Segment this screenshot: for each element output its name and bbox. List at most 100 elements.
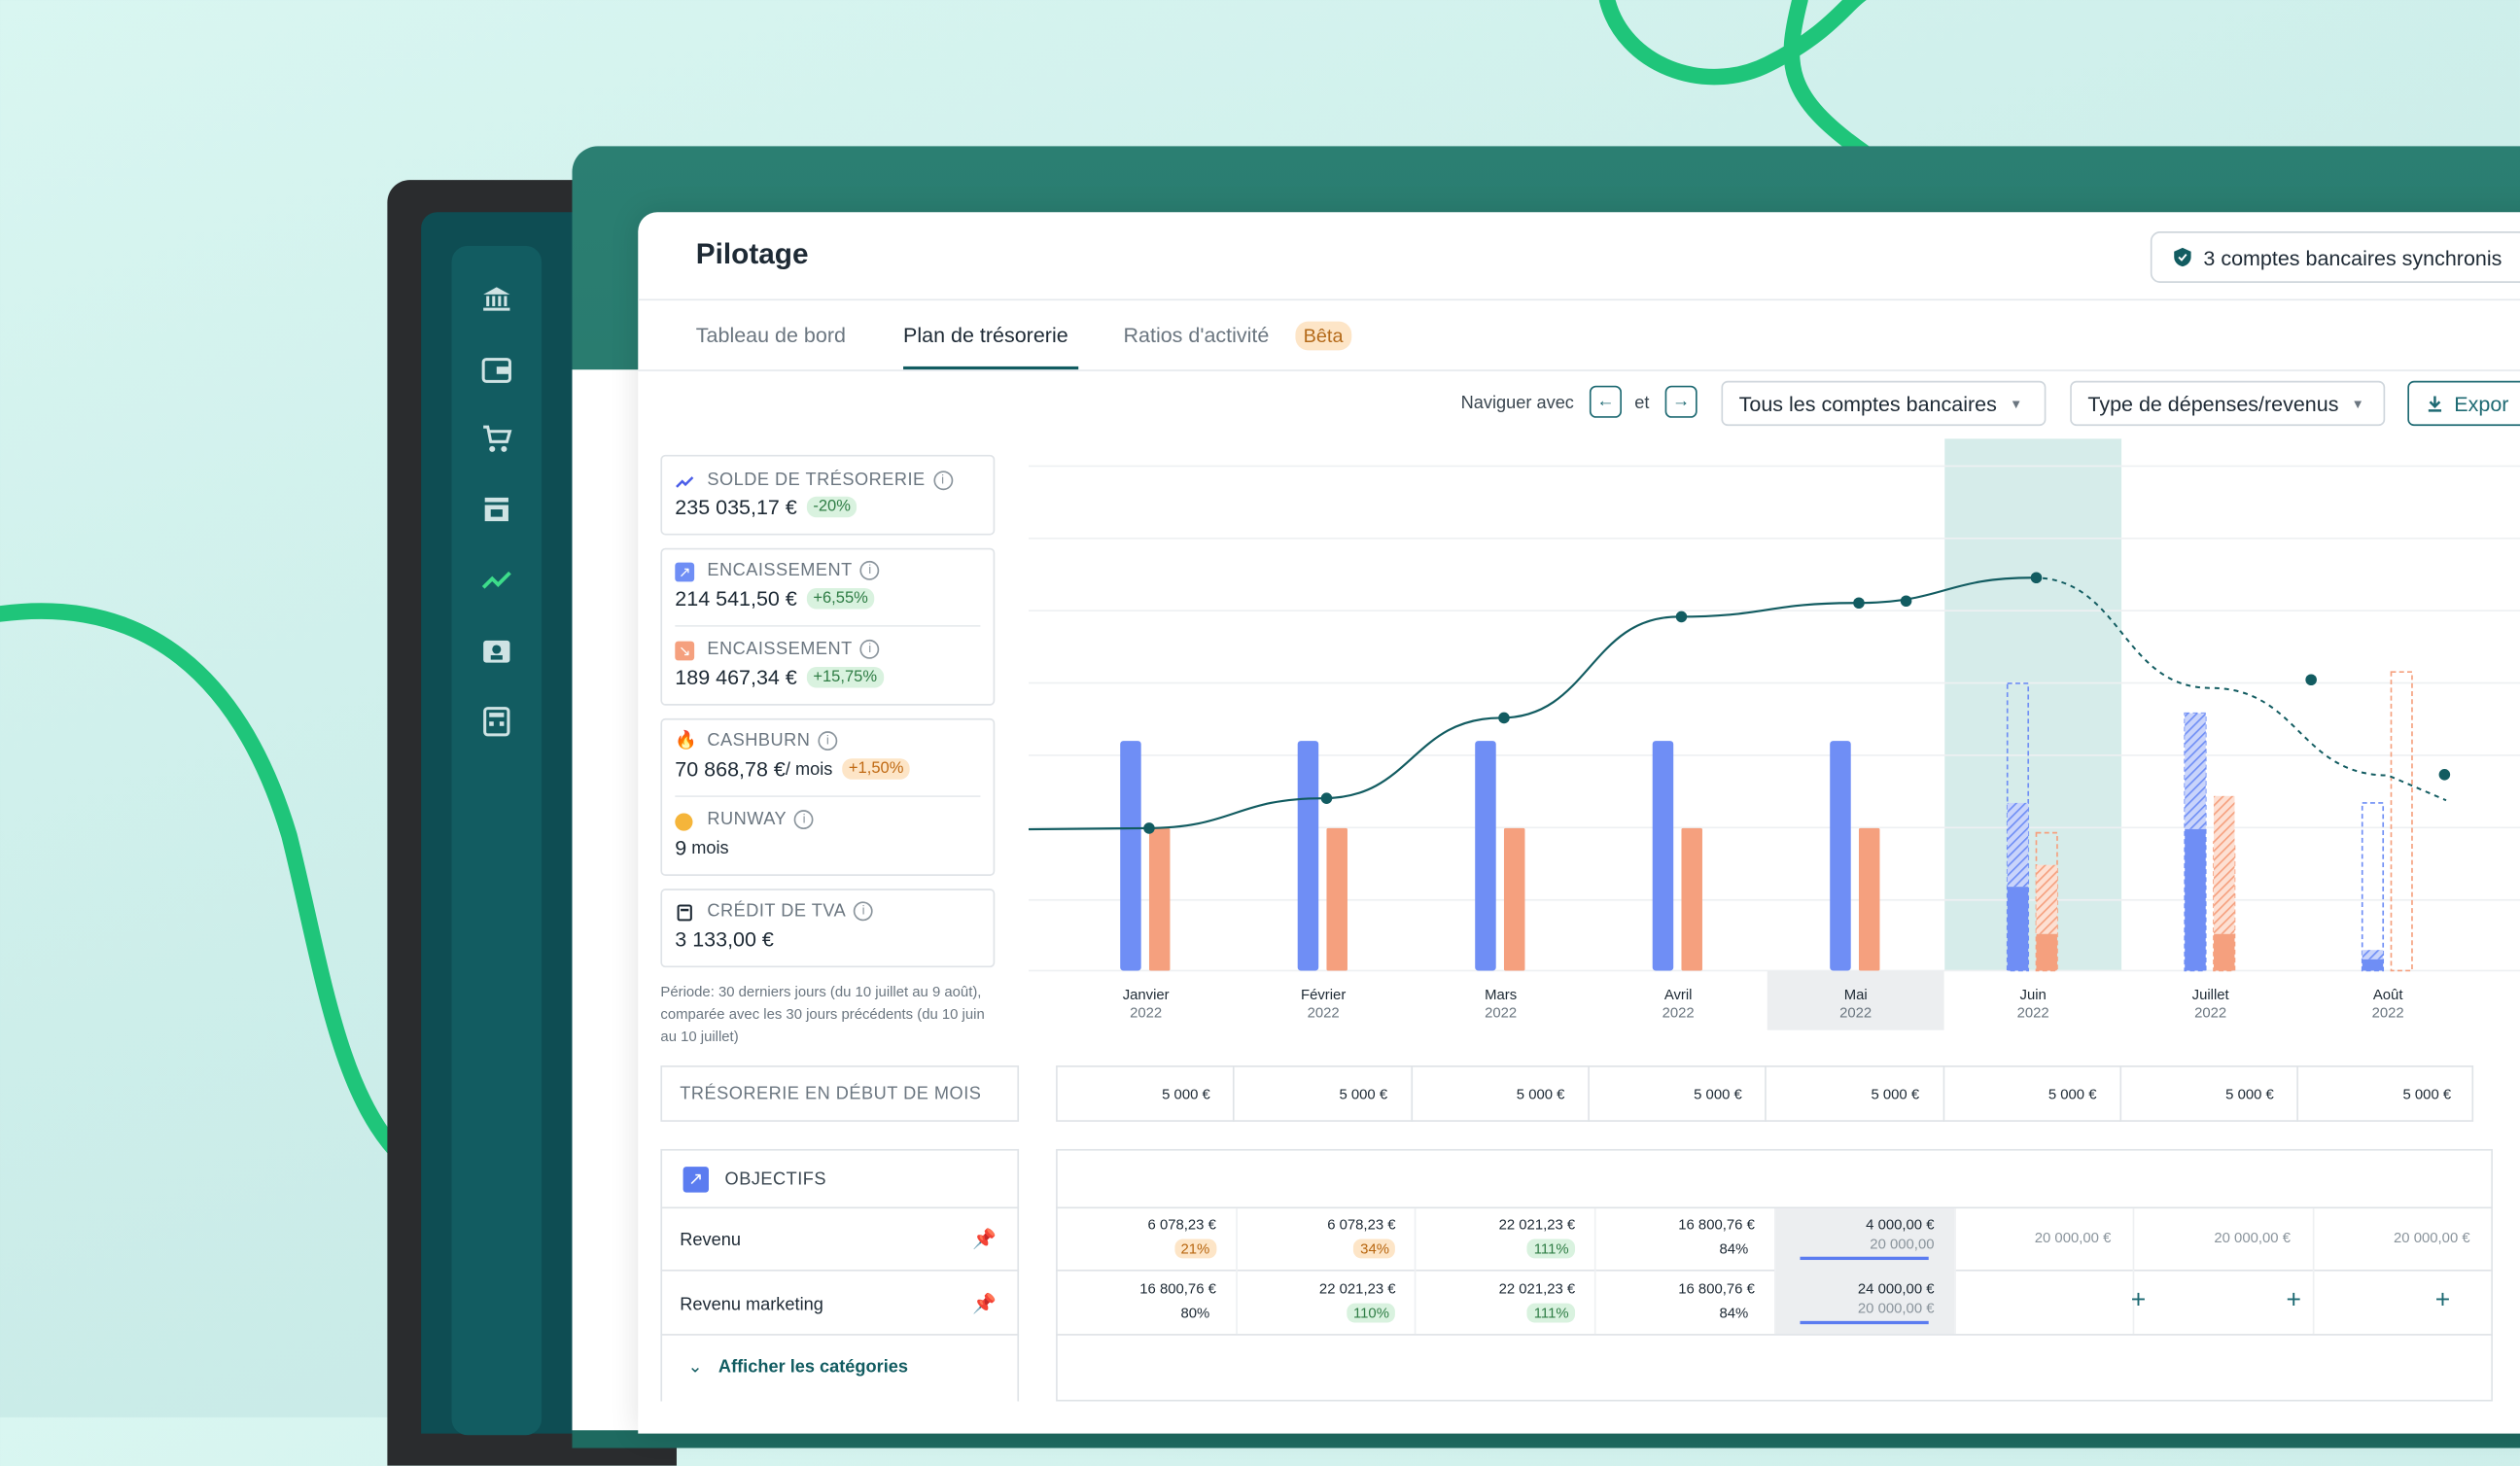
x-tick-year: 2022 — [2194, 1005, 2226, 1021]
bar-orange — [1858, 827, 1880, 971]
trend-icon[interactable] — [479, 563, 514, 598]
wallet-icon[interactable] — [479, 352, 514, 387]
x-tick-year: 2022 — [1308, 1005, 1340, 1021]
info-icon[interactable]: i — [932, 471, 953, 491]
add-objectif-button[interactable]: + — [2130, 1287, 2147, 1315]
objectif-value: 24 000,00 € — [1857, 1280, 1935, 1298]
cell-divider — [1942, 1065, 1944, 1122]
series-line — [1028, 576, 2034, 831]
info-icon[interactable]: i — [818, 731, 838, 750]
tresorerie-cell: 5 000 € — [2225, 1086, 2274, 1103]
x-tick-year: 2022 — [1839, 1005, 1872, 1021]
current-month-highlight — [1774, 1208, 1955, 1335]
objectif-value: 4 000,00 € — [1866, 1216, 1935, 1233]
bar-blue — [1120, 741, 1141, 971]
store-icon[interactable] — [479, 492, 514, 527]
bar-orange-hatched — [2213, 795, 2235, 934]
bar-orange — [2036, 933, 2057, 971]
export-button[interactable]: Expor — [2407, 380, 2520, 427]
tresorerie-label: TRÉSORERIE EN DÉBUT DE MOIS — [680, 1084, 982, 1104]
trend-up-icon — [676, 476, 694, 488]
kpi-cashburn-delta: +1,50% — [842, 758, 911, 780]
objectif-value: 22 021,23 € — [1498, 1280, 1576, 1298]
kpi-runway-label: RUNWAY — [707, 810, 788, 829]
kpi-runway-value: 9 — [675, 835, 687, 860]
cell-divider — [1765, 1065, 1768, 1122]
arrow-up-right-icon: ↗ — [675, 562, 695, 582]
objectifs-title: OBJECTIFS — [724, 1169, 827, 1190]
line-point — [1498, 712, 1510, 724]
active-tab-indicator — [903, 366, 1079, 370]
contact-folder-icon[interactable] — [479, 633, 514, 668]
row-divider — [1056, 1206, 2493, 1209]
info-icon[interactable]: i — [860, 639, 880, 659]
accounts-dropdown-label: Tous les comptes bancaires — [1738, 391, 1997, 416]
pin-icon[interactable]: 📌 — [972, 1227, 997, 1251]
kpi-separator — [675, 795, 981, 797]
show-categories-link[interactable]: Afficher les catégories — [718, 1357, 909, 1378]
kpi-cashburn-value: 70 868,78 € — [675, 756, 786, 782]
cashflow-chart: Janvier 2022 Février 2022 Mars 2022 Avril 2022 M… — [1028, 438, 2520, 1030]
cell-divider — [2312, 1208, 2315, 1335]
type-dropdown[interactable]: Type de dépenses/revenus ▼ — [2070, 380, 2386, 427]
bar-orange — [1681, 827, 1702, 971]
tresorerie-cell: 5 000 € — [1694, 1086, 1742, 1103]
bar-blue — [1297, 741, 1319, 971]
x-tick-label: Mars — [1485, 988, 1517, 1003]
x-tick-label: Avril — [1664, 988, 1693, 1003]
objectif-value: 6 078,23 € — [1147, 1216, 1216, 1233]
calculator-icon — [677, 904, 692, 922]
period-note: Période: 30 derniers jours (du 10 juille… — [660, 983, 985, 1045]
line-point — [1853, 597, 1865, 610]
x-tick-label: Janvier — [1123, 988, 1170, 1003]
kpi-solde-delta: -20% — [806, 496, 858, 518]
window-edge — [572, 369, 640, 1431]
objectif-value: 16 800,76 € — [1139, 1280, 1216, 1298]
add-objectif-button[interactable]: + — [2434, 1287, 2451, 1315]
line-point — [2030, 572, 2043, 584]
clock-icon — [675, 813, 693, 831]
bar-blue — [1830, 741, 1851, 971]
tab-ratios-activite[interactable]: Ratios d'activité — [1123, 323, 1270, 348]
tresorerie-cell: 5 000 € — [1871, 1086, 1920, 1103]
calculator-icon[interactable] — [479, 704, 514, 739]
kpi-tva-label: CRÉDIT DE TVA — [707, 901, 847, 922]
pin-icon[interactable]: 📌 — [972, 1292, 997, 1315]
accounts-dropdown[interactable]: Tous les comptes bancaires ▼ — [1721, 380, 2047, 427]
row-divider — [1056, 1334, 2493, 1336]
objectif-percent: 111% — [1527, 1303, 1576, 1323]
x-tick-year: 2022 — [1485, 1005, 1517, 1021]
info-icon[interactable]: i — [854, 901, 874, 922]
line-point — [1900, 595, 1912, 608]
line-point — [1143, 822, 1155, 834]
kpi-enc2-delta: +15,75% — [806, 667, 884, 688]
add-objectif-button[interactable]: + — [2286, 1287, 2302, 1315]
kpi-enc1-delta: +6,55% — [806, 588, 875, 610]
sync-accounts-button[interactable]: 3 comptes bancaires synchronis — [2150, 231, 2520, 283]
cell-divider — [1415, 1208, 1418, 1335]
info-icon[interactable]: i — [860, 560, 880, 580]
kpi-cashburn-unit: / mois — [785, 759, 833, 779]
objectif-percent: 111% — [1527, 1239, 1576, 1259]
cell-divider — [1773, 1208, 1776, 1335]
beta-badge: Bêta — [1295, 321, 1351, 351]
objectif-percent: 110% — [1347, 1303, 1396, 1323]
tab-tableau-de-bord[interactable]: Tableau de bord — [695, 323, 846, 348]
kpi-enc1-value: 214 541,50 € — [675, 586, 797, 611]
right-arrow-key[interactable]: → — [1664, 385, 1698, 418]
kpi-solde-label: SOLDE DE TRÉSORERIE — [707, 471, 926, 491]
bar-blue — [2185, 828, 2206, 971]
bar-blue — [2362, 959, 2384, 971]
x-tick-year: 2022 — [1662, 1005, 1695, 1021]
tab-plan-de-tresorerie[interactable]: Plan de trésorerie — [903, 323, 1068, 348]
left-arrow-key[interactable]: ← — [1589, 385, 1622, 418]
cell-divider — [1594, 1208, 1596, 1335]
bank-icon[interactable] — [479, 281, 514, 316]
objectif-value: 16 800,76 € — [1678, 1216, 1755, 1233]
bar-blue-hatched — [2007, 802, 2029, 888]
objectif-value: 22 021,23 € — [1498, 1216, 1576, 1233]
cart-icon[interactable] — [479, 421, 514, 456]
info-icon[interactable]: i — [794, 810, 815, 829]
flame-icon: 🔥 — [675, 731, 697, 750]
current-month-label-bg — [1767, 970, 1944, 1030]
